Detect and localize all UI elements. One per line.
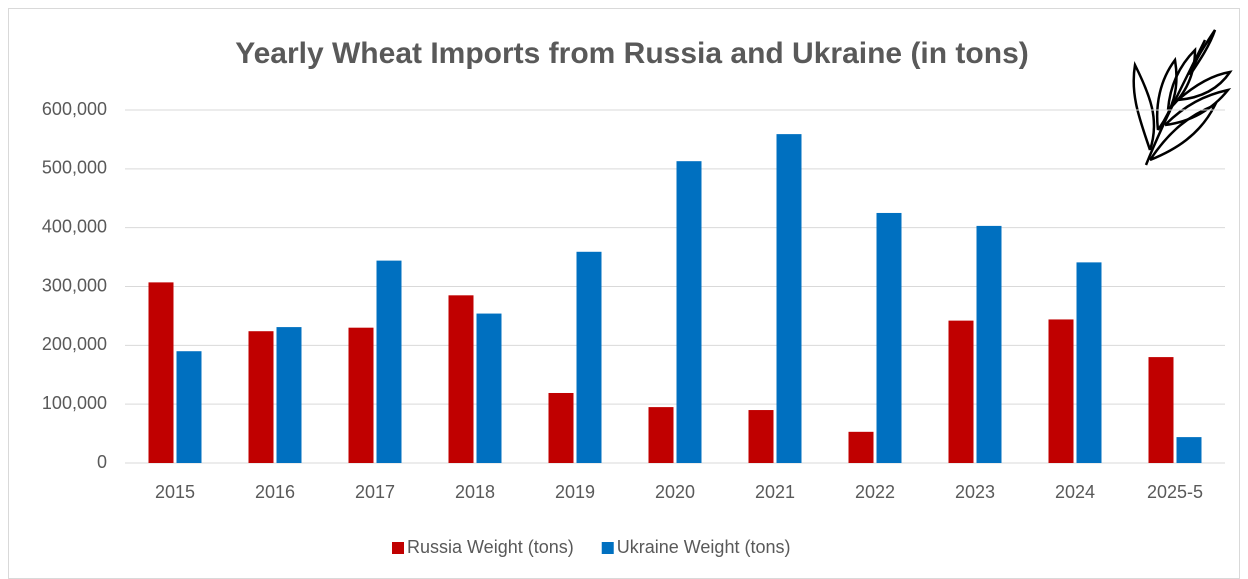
- wheat-icon: [1132, 29, 1233, 166]
- bar: [248, 331, 274, 463]
- bar: [676, 161, 702, 463]
- y-tick-label: 300,000: [42, 275, 107, 295]
- y-tick-label: 100,000: [42, 393, 107, 413]
- bar: [576, 251, 602, 463]
- bar: [1176, 437, 1202, 463]
- bar: [348, 327, 374, 463]
- bar: [176, 351, 202, 463]
- bar: [848, 431, 874, 463]
- y-tick-label: 400,000: [42, 216, 107, 236]
- bar: [948, 320, 974, 463]
- x-tick-label: 2015: [155, 482, 195, 502]
- x-tick-label: 2023: [955, 482, 995, 502]
- legend-swatch: [601, 542, 614, 554]
- x-tick-label: 2017: [355, 482, 395, 502]
- bar: [1048, 319, 1074, 463]
- bar: [376, 260, 402, 463]
- y-tick-label: 500,000: [42, 158, 107, 178]
- x-tick-label: 2016: [255, 482, 295, 502]
- legend-label: Ukraine Weight (tons): [617, 537, 791, 557]
- bar: [976, 225, 1002, 463]
- bar: [776, 134, 802, 463]
- bar: [448, 295, 474, 463]
- x-tick-label: 2025-5: [1147, 482, 1203, 502]
- bar: [1076, 262, 1102, 463]
- bar: [148, 282, 174, 463]
- x-tick-label: 2021: [755, 482, 795, 502]
- bar: [1148, 357, 1174, 463]
- bar: [748, 410, 774, 463]
- chart-title: Yearly Wheat Imports from Russia and Ukr…: [235, 37, 1029, 70]
- bar: [476, 313, 502, 463]
- legend-label: Russia Weight (tons): [407, 537, 574, 557]
- x-tick-label: 2024: [1055, 482, 1095, 502]
- y-tick-label: 600,000: [42, 99, 107, 119]
- y-tick-label: 200,000: [42, 334, 107, 354]
- x-tick-label: 2018: [455, 482, 495, 502]
- x-tick-label: 2020: [655, 482, 695, 502]
- legend-swatch: [392, 542, 404, 554]
- chart-border: [8, 8, 1240, 579]
- y-tick-label: 0: [97, 452, 107, 472]
- bar: [276, 327, 302, 463]
- bar: [876, 212, 902, 463]
- x-tick-label: 2019: [555, 482, 595, 502]
- bar: [548, 392, 574, 463]
- bar: [648, 407, 674, 463]
- x-tick-label: 2022: [855, 482, 895, 502]
